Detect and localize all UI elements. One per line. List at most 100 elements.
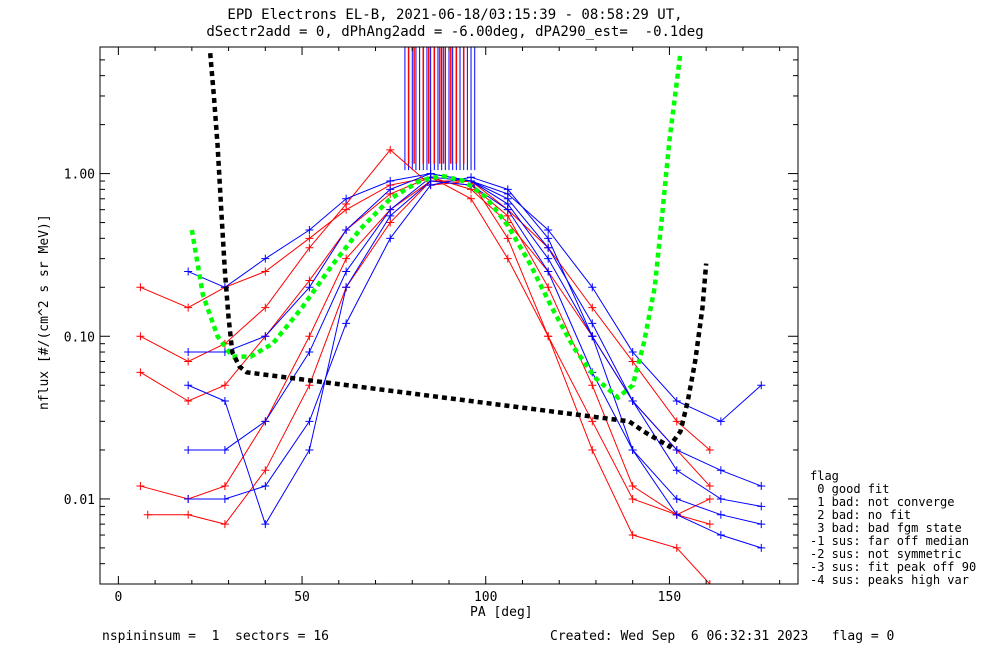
data-point-red <box>588 445 597 454</box>
y-tick-label: 0.10 <box>64 330 95 345</box>
data-point-blue <box>386 185 395 194</box>
data-point-red <box>305 332 314 341</box>
data-point-blue <box>342 194 351 203</box>
data-point-red <box>588 417 597 426</box>
data-point-red <box>184 357 193 366</box>
series-line-blue <box>188 176 762 549</box>
data-point-red <box>628 357 637 366</box>
data-point-blue <box>305 417 314 426</box>
data-point-blue <box>342 319 351 328</box>
data-point-blue <box>588 283 597 292</box>
y-tick-label: 0.01 <box>64 493 95 508</box>
legend-item: 3 bad: bad fgm state <box>810 521 962 535</box>
data-point-blue <box>628 396 637 405</box>
data-point-blue <box>305 348 314 357</box>
data-point-blue <box>544 243 553 252</box>
legend-item: -2 sus: not symmetric <box>810 547 962 561</box>
flag-legend: flag 0 good fit 1 bad: not converge 2 ba… <box>810 470 976 587</box>
data-point-blue <box>261 254 270 263</box>
x-tick-label: 0 <box>114 590 122 605</box>
legend-item: -3 sus: fit peak off 90 <box>810 560 977 574</box>
data-point-red <box>628 531 637 540</box>
data-point-red <box>705 482 714 491</box>
plot-area <box>136 47 766 584</box>
data-point-blue <box>757 543 766 552</box>
data-point-blue <box>305 445 314 454</box>
data-point-red <box>136 482 145 491</box>
data-point-blue <box>184 494 193 503</box>
legend-item: 2 bad: no fit <box>810 508 912 522</box>
y-tick-label: 1.00 <box>64 168 95 183</box>
data-point-red <box>342 254 351 263</box>
data-point-blue <box>305 283 314 292</box>
data-point-red <box>136 332 145 341</box>
data-point-blue <box>426 169 435 178</box>
data-point-red <box>136 368 145 377</box>
data-point-red <box>588 381 597 390</box>
data-point-blue <box>716 466 725 475</box>
footer-created-info: Created: Wed Sep 6 06:32:31 2023 flag = … <box>550 629 895 644</box>
y-axis-label: nflux [#/(cm^2 s sr MeV)] <box>37 214 52 410</box>
data-point-blue <box>503 189 512 198</box>
legend-item: 0 good fit <box>810 482 890 496</box>
data-point-blue <box>342 226 351 235</box>
legend-item: -4 sus: peaks high var <box>810 573 969 587</box>
data-point-blue <box>716 510 725 519</box>
series-line-blue <box>187 173 762 422</box>
data-point-red <box>588 303 597 312</box>
data-point-blue <box>386 177 395 186</box>
data-point-blue <box>672 494 681 503</box>
data-point-blue <box>544 234 553 243</box>
data-point-blue <box>757 502 766 511</box>
data-point-blue <box>588 332 597 341</box>
data-point-blue <box>672 510 681 519</box>
data-point-blue <box>261 417 270 426</box>
data-point-blue <box>588 319 597 328</box>
data-point-blue <box>716 494 725 503</box>
data-point-blue <box>305 226 314 235</box>
data-point-blue <box>184 445 193 454</box>
x-tick-label: 50 <box>294 590 310 605</box>
data-point-blue <box>220 396 229 405</box>
chart-title-line-2: dSectr2add = 0, dPhAng2add = -6.00deg, d… <box>206 24 704 40</box>
legend-item: -1 sus: far off median <box>810 534 969 548</box>
data-point-red <box>220 482 229 491</box>
data-point-red <box>261 267 270 276</box>
series-line-red <box>140 180 710 525</box>
data-point-red <box>305 234 314 243</box>
data-point-blue <box>672 396 681 405</box>
data-point-blue <box>386 211 395 220</box>
data-point-red <box>705 494 714 503</box>
data-point-red <box>184 510 193 519</box>
data-point-red <box>184 303 193 312</box>
legend-title: flag <box>810 469 839 483</box>
data-point-blue <box>544 267 553 276</box>
data-point-blue <box>220 494 229 503</box>
series-line-red <box>140 176 711 487</box>
data-point-blue <box>503 205 512 214</box>
data-point-red <box>705 445 714 454</box>
data-point-blue <box>342 267 351 276</box>
data-point-blue <box>716 531 725 540</box>
data-point-blue <box>628 445 637 454</box>
data-point-red <box>672 543 681 552</box>
data-point-blue <box>757 381 766 390</box>
data-point-red <box>628 482 637 491</box>
data-point-blue <box>757 520 766 529</box>
data-point-blue <box>628 348 637 357</box>
footer-sector-info: nspininsum = 1 sectors = 16 <box>102 629 329 644</box>
x-axis-label: PA [deg] <box>470 605 533 620</box>
data-point-red <box>544 332 553 341</box>
data-point-red <box>220 381 229 390</box>
data-point-red <box>220 520 229 529</box>
data-point-blue <box>386 234 395 243</box>
data-point-blue <box>716 417 725 426</box>
data-point-red <box>544 283 553 292</box>
data-point-blue <box>672 466 681 475</box>
data-point-red <box>143 510 152 519</box>
series-line-red <box>147 180 711 584</box>
data-point-red <box>503 254 512 263</box>
data-point-blue <box>544 226 553 235</box>
data-point-red <box>386 218 395 227</box>
